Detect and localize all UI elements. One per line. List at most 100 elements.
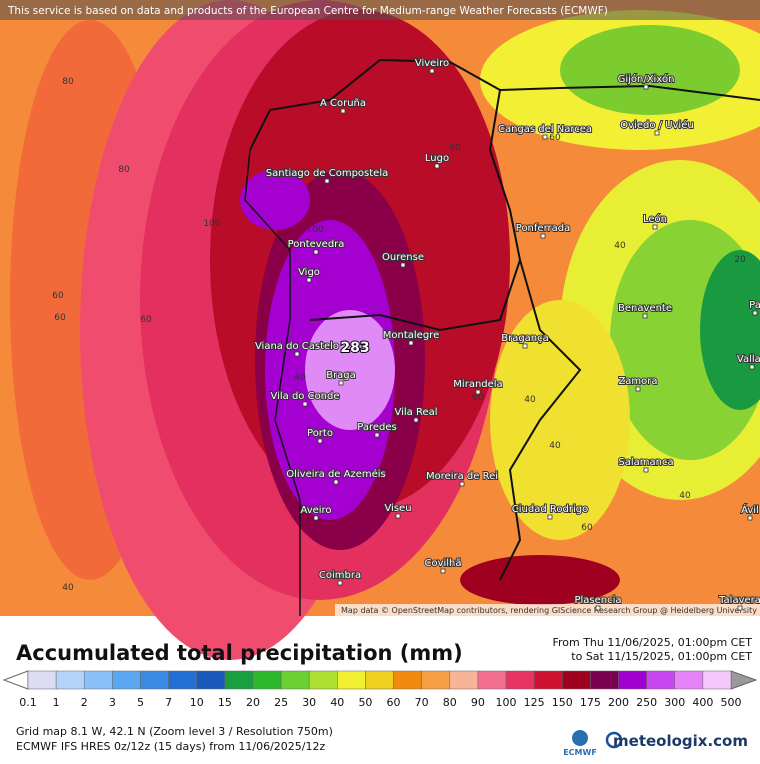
city-dot [540, 233, 546, 239]
city-dot [317, 438, 323, 444]
city-label: Lugo [425, 153, 449, 164]
map-credit: Map data © OpenStreetMap contributors, r… [341, 606, 757, 615]
city-dot [324, 178, 330, 184]
contour-label: 80 [449, 143, 461, 153]
city-dot [642, 313, 648, 319]
city-label: Talavera [718, 595, 760, 606]
model-info: ECMWF IFS HRES 0z/12z (15 days) from 11/… [16, 740, 326, 753]
city-label: Cangas del Narcea [498, 124, 592, 135]
legend-value: 3 [109, 696, 116, 709]
city-label: Ávil [741, 503, 759, 516]
contour-label: 100 [306, 225, 323, 235]
contour-label: 60 [472, 393, 484, 403]
city-dot [333, 479, 339, 485]
city-dot [652, 224, 658, 230]
title: Accumulated total precipitation (mm) [16, 641, 463, 665]
legend-swatch [112, 670, 141, 690]
contour-label: 20 [734, 255, 746, 265]
city-label: Oviedo / Uviéu [620, 119, 693, 131]
contour-label: 40 [614, 241, 626, 251]
legend-swatch [224, 670, 254, 690]
legend-value: 200 [608, 696, 629, 709]
city-label: Pa [749, 300, 760, 311]
city-label: Porto [307, 428, 333, 439]
city-dot [749, 364, 755, 370]
city-label: Coimbra [319, 570, 361, 581]
legend-value: 10 [190, 696, 204, 709]
city-dot [643, 467, 649, 473]
date-to: to Sat 11/15/2025, 01:00pm CET [571, 650, 752, 663]
legend-swatch [168, 670, 197, 690]
legend-swatch [562, 670, 591, 690]
city-dot [434, 163, 440, 169]
contour-label: 60 [581, 523, 593, 533]
contour-label: 80 [118, 165, 130, 175]
max-label: 283 [340, 340, 369, 356]
contour-label: 60 [52, 291, 64, 301]
legend-value: 7 [165, 696, 172, 709]
contour-label: 60 [54, 313, 66, 323]
legend-swatch [280, 670, 310, 690]
legend-value: 100 [496, 696, 517, 709]
city-label: Ponferrada [516, 223, 570, 234]
legend-swatch [27, 670, 57, 690]
city-dot [475, 389, 481, 395]
city-dot [643, 84, 649, 90]
legend-swatch [393, 670, 422, 690]
legend-swatch [83, 670, 113, 690]
contour-label: 60 [140, 315, 152, 325]
header-bar [0, 0, 760, 20]
legend-value: 150 [552, 696, 573, 709]
legend-swatch [618, 670, 647, 690]
city-label: Aveiro [300, 505, 331, 516]
city-dot [337, 580, 343, 586]
city-dot [459, 481, 465, 487]
city-label: Vila do Conde [270, 391, 339, 402]
legend-value: 300 [664, 696, 685, 709]
brand: meteologix.com [613, 732, 748, 750]
credit-bg [335, 604, 760, 616]
city-dot [737, 605, 743, 611]
contour-label: 40 [294, 373, 306, 383]
contour-label: 100 [203, 219, 220, 229]
city-label: Ciudad Rodrigo [512, 504, 588, 515]
city-label: Braga [326, 370, 356, 381]
city-dot [595, 605, 601, 611]
legend-value: 90 [471, 696, 485, 709]
city-labels: Viveiro Gijón/Xixón A Coruña Cangas del Nar… [254, 57, 760, 611]
legend-swatch [449, 670, 479, 690]
ecmwf-logo [572, 730, 588, 746]
city-label: Vallad [737, 354, 760, 365]
legend-value: 1 [53, 696, 60, 709]
city-label: Vigo [298, 267, 320, 278]
city-label: Paredes [357, 422, 396, 433]
city-label: Santiago de Compostela [266, 168, 388, 179]
grid-info: Grid map 8.1 W, 42.1 N (Zoom level 3 / R… [16, 725, 333, 738]
legend-value: 175 [580, 696, 601, 709]
city-label: A Coruña [320, 98, 366, 109]
city-dot [400, 262, 406, 268]
city-label: Ourense [382, 252, 424, 263]
legend-value: 250 [636, 696, 657, 709]
notice: This service is based on data and produc… [7, 5, 608, 17]
contour-labels: 80 80 100 60 60 40 60 80 100 40 20 40 40 40 60 60 40 60 [52, 77, 746, 593]
legend-value: 50 [358, 696, 372, 709]
legend-swatch [365, 670, 394, 690]
city-dot [302, 401, 308, 407]
city-dot [374, 432, 380, 438]
contour-label: 60 [549, 133, 561, 143]
city-dot [413, 417, 419, 423]
legend-value: 20 [246, 696, 260, 709]
city-label: Pontevedra [288, 239, 345, 250]
legend-value: 60 [387, 696, 401, 709]
city-dot [747, 515, 753, 521]
legend-swatch [702, 670, 732, 690]
legend-swatch [308, 670, 338, 690]
legend-value: 0.1 [19, 696, 37, 709]
city-dot [522, 343, 528, 349]
date-from: From Thu 11/06/2025, 01:00pm CET [552, 636, 752, 649]
city-dot [340, 108, 346, 114]
city-dot [635, 386, 641, 392]
legend-value: 2 [81, 696, 88, 709]
